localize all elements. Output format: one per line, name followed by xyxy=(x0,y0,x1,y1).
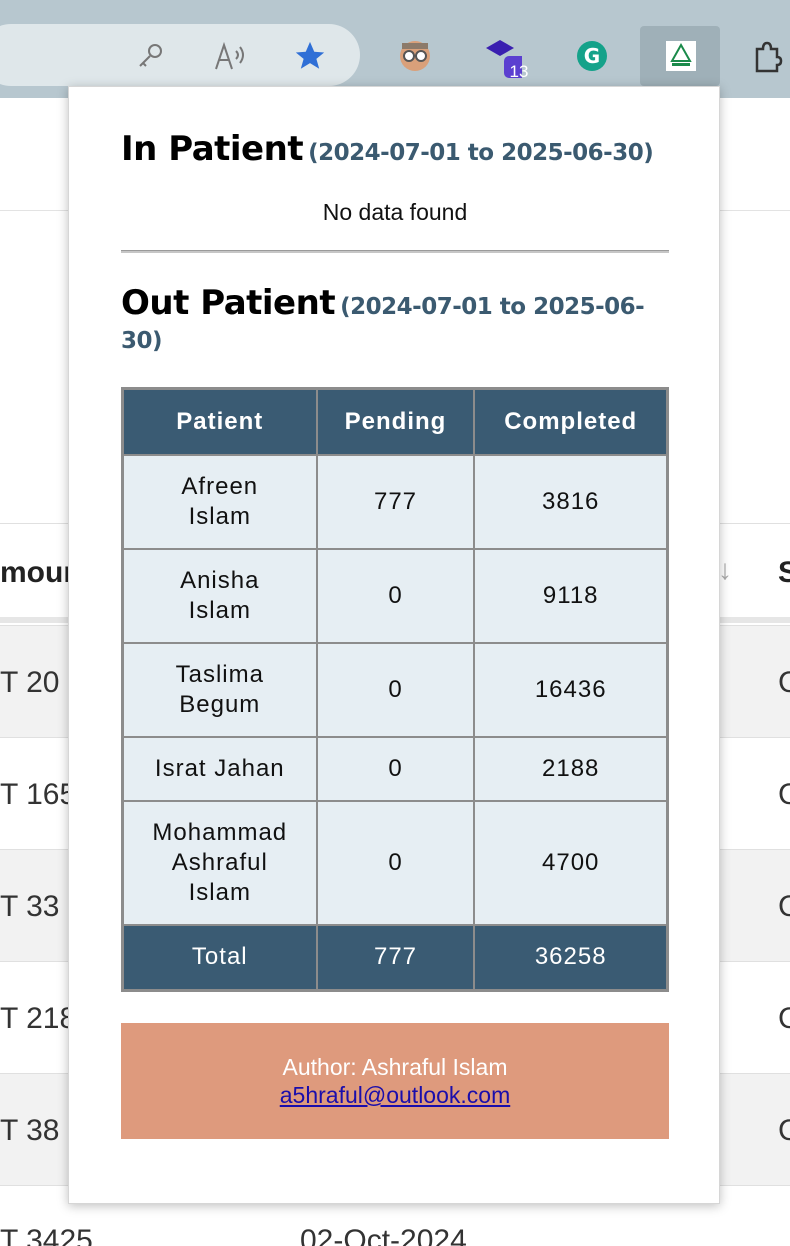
completed-count: 3816 xyxy=(473,453,669,550)
section-divider xyxy=(121,250,669,253)
out-patient-heading: Out Patient (2024-07-01 to 2025-06-30) xyxy=(121,286,669,359)
pending-count: 0 xyxy=(315,799,476,926)
pending-count: 0 xyxy=(315,735,476,802)
extension-face-icon[interactable] xyxy=(395,32,435,80)
completed-count: 2188 xyxy=(473,735,669,802)
author-label: Author: Ashraful Islam xyxy=(282,1054,508,1080)
completed-count: 4700 xyxy=(473,799,669,926)
completed-count: 16436 xyxy=(473,641,669,738)
pending-count: 0 xyxy=(315,547,476,644)
in-patient-empty-message: No data found xyxy=(322,199,468,225)
total-pending: 777 xyxy=(315,923,476,992)
svg-text:G: G xyxy=(584,44,600,68)
table-row: Anisha Islam 0 9118 xyxy=(121,547,669,644)
author-box: Author: Ashraful Islam a5hraful@outlook.… xyxy=(121,1023,669,1139)
column-header-completed: Completed xyxy=(473,387,669,456)
grammarly-icon[interactable]: G xyxy=(572,32,612,80)
column-header-pending: Pending xyxy=(315,387,476,456)
total-label: Total xyxy=(121,923,318,992)
column-header-patient: Patient xyxy=(121,387,318,456)
pending-count: 777 xyxy=(315,453,476,550)
extensions-puzzle-icon[interactable] xyxy=(746,32,786,80)
pending-count: 0 xyxy=(315,641,476,738)
in-patient-title: In Patient xyxy=(121,129,304,169)
extension-badge-count: 13 xyxy=(509,62,529,81)
table-row: Israt Jahan 0 2188 xyxy=(121,735,669,802)
table-row: Mohammad Ashraful Islam 0 4700 xyxy=(121,799,669,926)
out-patient-table: Patient Pending Completed Afreen Islam 7… xyxy=(121,387,669,992)
patient-name: Anisha Islam xyxy=(121,547,318,644)
patient-name: Israt Jahan xyxy=(121,735,318,802)
patient-name: Afreen Islam xyxy=(121,453,318,550)
table-row: Taslima Begum 0 16436 xyxy=(121,641,669,738)
out-patient-title: Out Patient xyxy=(121,283,336,323)
table-header-row: Patient Pending Completed xyxy=(121,387,669,456)
bg-header-status: S xyxy=(778,556,790,589)
in-patient-heading: In Patient (2024-07-01 to 2025-06-30) xyxy=(121,129,654,169)
patient-name: Mohammad Ashraful Islam xyxy=(121,799,318,926)
total-completed: 36258 xyxy=(473,923,669,992)
author-email-link[interactable]: a5hraful@outlook.com xyxy=(279,1082,511,1108)
in-patient-date-range: (2024-07-01 to 2025-06-30) xyxy=(308,140,654,166)
active-extension-button[interactable] xyxy=(640,26,720,86)
extension-popup: In Patient (2024-07-01 to 2025-06-30) No… xyxy=(68,86,720,1204)
table-total-row: Total 777 36258 xyxy=(121,923,669,992)
browser-toolbar: 13 G xyxy=(0,0,790,98)
favorite-star-icon[interactable] xyxy=(290,32,330,80)
extension-graduation-icon[interactable] xyxy=(482,32,522,80)
read-aloud-icon[interactable] xyxy=(210,32,250,80)
sort-arrow-icon[interactable]: ↓ xyxy=(718,554,732,585)
table-row: Afreen Islam 777 3816 xyxy=(121,453,669,550)
patient-name: Taslima Begum xyxy=(121,641,318,738)
out-patient-date-range: (2024-07-01 to 2025-06-30) xyxy=(121,294,645,354)
key-icon[interactable] xyxy=(130,32,170,80)
completed-count: 9118 xyxy=(473,547,669,644)
